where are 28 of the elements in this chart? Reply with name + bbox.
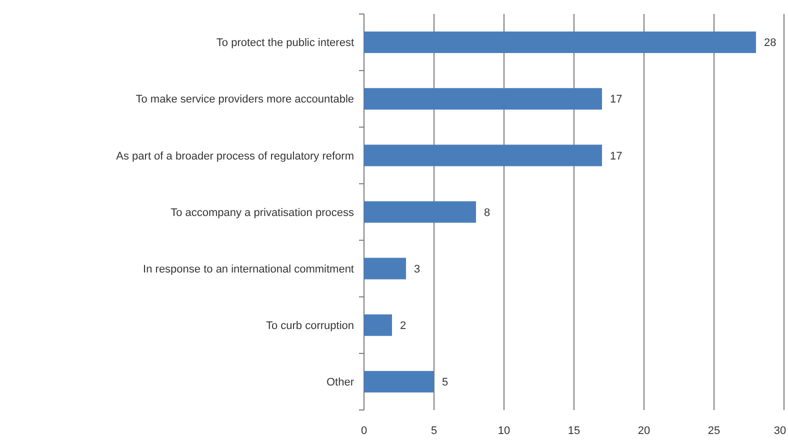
data-label: 5 (442, 376, 448, 389)
y-tick-label: As part of a broader process of regulatory reform (116, 150, 354, 162)
data-label: 3 (414, 263, 420, 276)
x-tick-label: 30 (774, 425, 786, 437)
data-label: 2 (400, 320, 406, 332)
x-tick-label: 0 (360, 425, 368, 437)
data-label: 28 (764, 37, 776, 50)
x-tick-label: 20 (638, 425, 650, 437)
bar (364, 314, 392, 336)
data-label: 8 (484, 206, 490, 219)
x-tick-label: 5 (430, 425, 438, 437)
bar (364, 258, 406, 280)
y-tick-label: In response to an international commitment (143, 263, 354, 276)
bar (364, 201, 476, 223)
bar (364, 88, 602, 110)
bar (364, 144, 602, 166)
bar (364, 32, 756, 54)
x-tick-label: 15 (568, 425, 580, 437)
y-tick-label: To protect the public interest (216, 37, 354, 50)
bar (364, 370, 434, 392)
data-label: 17 (610, 150, 622, 162)
y-tick-label: To accompany a privatisation process (170, 206, 354, 219)
y-tick-label: To curb corruption (266, 320, 354, 332)
y-tick-label: Other (326, 376, 354, 389)
x-tick-label: 10 (498, 425, 510, 437)
y-tick-label: To make service providers more accountable (136, 94, 354, 106)
data-label: 17 (610, 94, 622, 106)
x-tick-label: 25 (708, 425, 720, 437)
